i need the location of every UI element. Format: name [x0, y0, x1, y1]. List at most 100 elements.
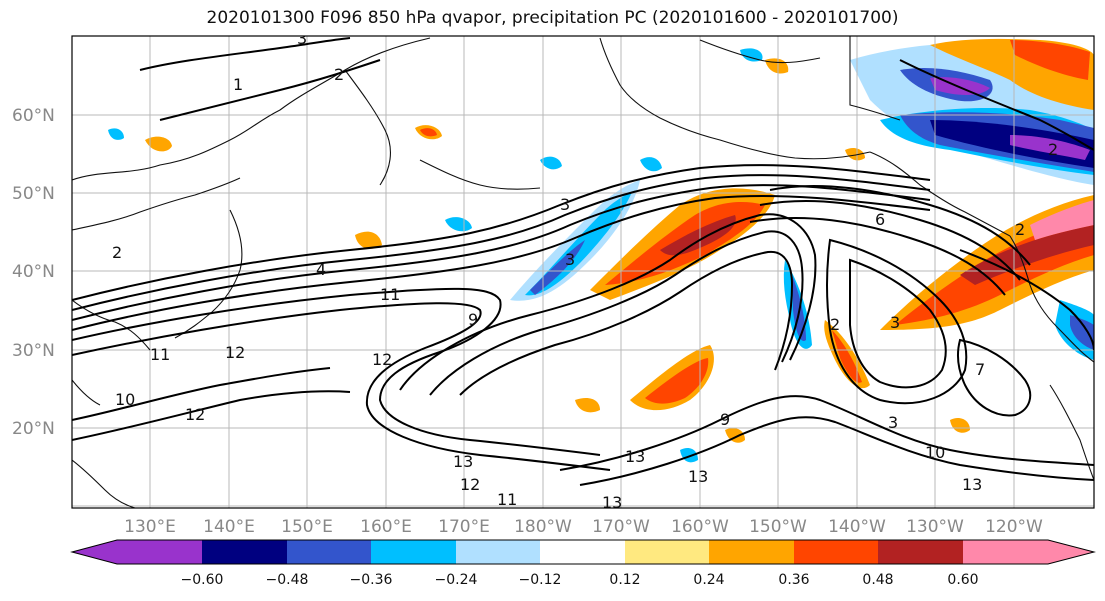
lon-label: 150°W: [749, 517, 807, 537]
lat-label: 20°N: [12, 419, 55, 439]
precip-region: [530, 240, 585, 295]
colorbar-tick-label: 0.60: [947, 572, 978, 588]
coastline: [849, 36, 901, 121]
contour-line: [956, 338, 1032, 417]
map-frame: [71, 35, 1095, 509]
contour-label: 6: [875, 210, 885, 229]
contour-line: [72, 287, 601, 456]
precip-region: [960, 225, 1094, 285]
coastline: [419, 159, 541, 190]
lat-label: 50°N: [12, 184, 55, 204]
precip-region: [445, 217, 472, 232]
contour-label: 3: [560, 195, 570, 214]
lon-label: 160°E: [360, 517, 412, 537]
precip-region: [540, 156, 562, 170]
precip-region: [1030, 200, 1094, 240]
contour-line: [429, 230, 804, 396]
contour-label: 9: [468, 310, 478, 329]
contour-label: 12: [460, 475, 480, 494]
contour-label: 2: [1048, 140, 1058, 159]
lon-label: 170°E: [438, 517, 490, 537]
precip-region: [108, 128, 124, 140]
contour-label: 3: [888, 413, 898, 432]
coastline: [869, 151, 1011, 237]
precip-region: [1010, 135, 1090, 160]
contour-label: 13: [602, 493, 622, 512]
colorbar-swatch: [287, 540, 371, 564]
contour-line: [72, 194, 931, 331]
contour-label: 9: [720, 410, 730, 429]
contour-line: [159, 59, 381, 121]
coastline: [1049, 384, 1094, 481]
contour-label: 2: [112, 243, 122, 262]
contour-label: 2: [1015, 220, 1025, 239]
coastline: [699, 39, 821, 64]
colorbar-swatch: [878, 540, 963, 564]
colorbar-tick-label: −0.24: [435, 572, 478, 588]
precip-region: [1010, 40, 1090, 80]
colorbar-outline: [70, 539, 1096, 565]
contour-line: [139, 37, 351, 71]
colorbar-tick-label: 0.48: [862, 572, 893, 588]
contour-line: [72, 174, 931, 311]
lon-label: 120°W: [985, 517, 1043, 537]
contour-line: [769, 185, 1031, 266]
contour-line: [72, 184, 931, 321]
precip-region: [845, 147, 865, 161]
precip-region: [355, 231, 382, 249]
colorbar-swatch: [202, 540, 287, 564]
contour-label: 2: [334, 65, 344, 84]
qvapor-contours: [72, 37, 1094, 486]
contour-label: 11: [150, 345, 170, 364]
lon-label: 140°E: [203, 517, 255, 537]
precip-region: [832, 330, 862, 383]
precip-region: [740, 48, 763, 62]
contour-label: 10: [115, 390, 135, 409]
coastline: [174, 209, 243, 339]
colorbar-swatch: [72, 540, 117, 564]
colorbar-swatch: [709, 540, 794, 564]
contour-line: [899, 59, 1094, 151]
contour-label: 12: [225, 343, 245, 362]
precip-region: [575, 398, 600, 413]
contour-label: 11: [380, 285, 400, 304]
precip-region: [420, 128, 437, 137]
coastlines: [72, 36, 1094, 508]
coastline: [599, 37, 871, 160]
contour-label: 13: [688, 467, 708, 486]
precip-region: [145, 136, 172, 152]
colorbar-swatch: [540, 540, 625, 564]
contour-line: [72, 367, 331, 421]
contour-label: 10: [925, 443, 945, 462]
contour-line: [72, 390, 351, 441]
contour-label: 3: [890, 313, 900, 332]
colorbar-tick-label: 0.24: [693, 572, 724, 588]
contour-line: [826, 238, 968, 405]
colorbar-swatch: [963, 540, 1048, 564]
contour-line: [72, 302, 611, 471]
contour-line: [459, 250, 794, 396]
precip-region: [645, 358, 709, 404]
contour-line: [759, 200, 1021, 281]
colorbar-tick-label: −0.36: [350, 572, 393, 588]
precip-region: [950, 418, 970, 433]
contour-label: 1: [233, 75, 243, 94]
colorbar-tick-label: −0.12: [519, 572, 562, 588]
contour-label: 2: [830, 315, 840, 334]
contour-label-group: 3 2 1 2 3 3 6 4 11 9 12 11 12 12 13 12 1…: [112, 36, 1058, 512]
map-content: 3 2 1 2 3 3 6 4 11 9 12 11 12 12 13 12 1…: [72, 36, 1094, 512]
coastline: [72, 37, 431, 181]
contour-label: 11: [497, 490, 517, 509]
colorbar-tick-label: −0.60: [181, 572, 224, 588]
lat-label: 40°N: [12, 262, 55, 282]
contour-label: 13: [625, 447, 645, 466]
colorbar: −0.60 −0.48 −0.36 −0.24 −0.12 0.12 0.24 …: [70, 539, 1096, 588]
lon-label: 130°W: [906, 517, 964, 537]
coastline: [344, 69, 391, 186]
colorbar-swatch: [625, 540, 709, 564]
lon-label: 140°W: [828, 517, 886, 537]
colorbar-tick-label: −0.48: [266, 572, 309, 588]
coastline: [72, 177, 241, 231]
contour-label: 4: [316, 260, 326, 279]
